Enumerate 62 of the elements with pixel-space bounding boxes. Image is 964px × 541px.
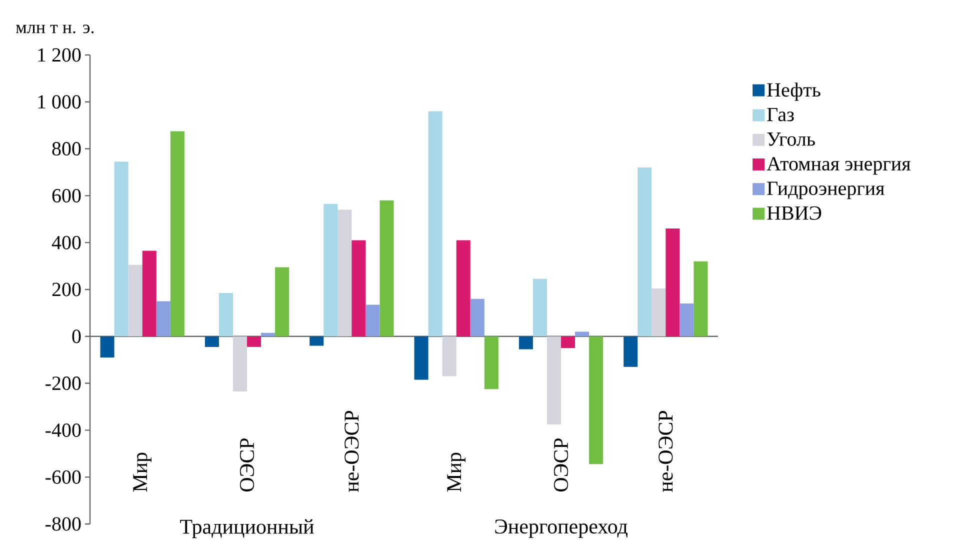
- x-tick-label: ОЭСР: [554, 438, 568, 492]
- bar: [170, 131, 184, 336]
- y-tick-label: -200: [46, 376, 81, 390]
- bar: [694, 261, 708, 336]
- bar: [414, 336, 428, 380]
- bar: [338, 210, 352, 336]
- y-tick-label: 400: [52, 236, 81, 250]
- bar: [518, 336, 533, 350]
- y-tick-label: 800: [52, 142, 81, 156]
- y-tick-label: 1 000: [38, 95, 81, 109]
- y-tick-label: -800: [46, 517, 81, 531]
- y-tick-label: -400: [46, 423, 81, 437]
- x-tick-label: не-ОЭСР: [344, 410, 359, 492]
- bar: [114, 162, 128, 336]
- legend-label: Атомная энергия: [766, 157, 910, 175]
- bar: [261, 332, 276, 336]
- legend-label: Газ: [767, 108, 794, 122]
- bar: [532, 278, 547, 336]
- bar: [366, 304, 380, 336]
- y-axis-title: млн т н. э.: [16, 24, 94, 34]
- bar: [484, 336, 498, 390]
- bar: [680, 304, 694, 336]
- bar: [380, 200, 394, 336]
- y-tick-label: 0: [72, 330, 81, 344]
- x-tick-label: не-ОЭСР: [658, 410, 673, 492]
- bar: [156, 301, 170, 336]
- legend-label: Нефть: [767, 82, 820, 101]
- legend-label: НВИЭ: [767, 206, 822, 220]
- bar: [352, 240, 366, 336]
- x-tick-label: ОЭСР: [240, 438, 254, 492]
- x-tick-label: Мир: [133, 452, 152, 492]
- y-tick-label: 1 200: [38, 48, 81, 62]
- y-tick-label: 200: [52, 282, 81, 296]
- bar: [247, 336, 262, 347]
- y-tick-label: -600: [46, 470, 81, 484]
- bar: [624, 336, 638, 367]
- bar: [456, 240, 470, 336]
- bar: [666, 228, 680, 336]
- x-tick-label: Мир: [447, 452, 466, 492]
- legend-label: Уголь: [767, 132, 815, 146]
- bar: [546, 336, 562, 424]
- y-tick-label: 600: [52, 188, 81, 202]
- bar: [324, 204, 338, 336]
- bar: [652, 288, 666, 336]
- bar: [310, 336, 324, 346]
- legend-label: Гидроэнергия: [767, 182, 884, 200]
- bar: [204, 336, 219, 347]
- bar: [428, 111, 442, 336]
- bar: [638, 168, 652, 336]
- bar: [100, 336, 114, 358]
- bar: [575, 332, 590, 336]
- bar: [232, 336, 248, 392]
- bar: [561, 336, 576, 348]
- bar: [589, 336, 604, 464]
- bar: [442, 336, 456, 376]
- bar: [128, 264, 142, 336]
- bar: [218, 293, 233, 336]
- annotation: Энергопереход: [495, 519, 628, 538]
- bar: [470, 298, 484, 336]
- bar: [142, 250, 156, 336]
- bar: [275, 267, 290, 336]
- annotation: Традиционный: [180, 519, 314, 538]
